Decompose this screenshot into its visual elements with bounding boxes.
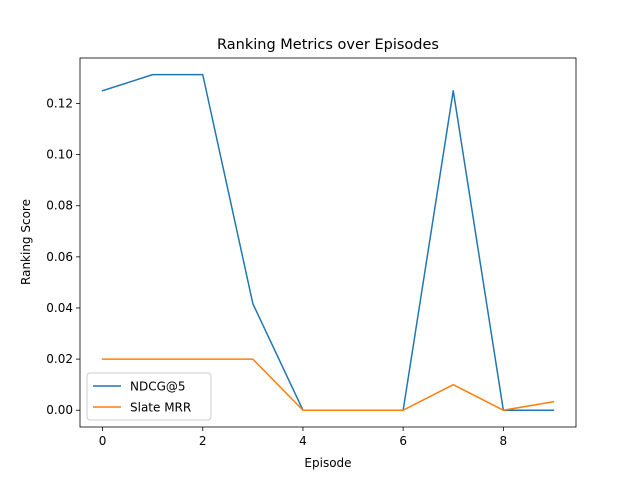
x-axis-label: Episode <box>304 456 351 470</box>
legend-entry: Slate MRR <box>130 401 191 415</box>
y-tick-label: 0.02 <box>46 352 73 366</box>
axes-frame <box>79 57 577 428</box>
plot-area <box>79 57 577 428</box>
x-tick-label: 2 <box>199 434 207 448</box>
series-line-slate-mrr <box>101 358 555 411</box>
y-axis-label: Ranking Score <box>19 199 33 285</box>
y-tick-label: 0.08 <box>46 199 73 213</box>
y-tick-label: 0.06 <box>46 250 73 264</box>
legend-entry: NDCG@5 <box>130 380 186 394</box>
legend: NDCG@5 Slate MRR <box>86 372 212 421</box>
chart-title: Ranking Metrics over Episodes <box>217 37 439 53</box>
legend-box <box>86 372 212 421</box>
y-tick-label: 0.12 <box>46 96 73 110</box>
y-tick-label: 0.10 <box>46 148 73 162</box>
y-tick-label: 0.00 <box>46 403 73 417</box>
x-tick-label: 6 <box>399 434 407 448</box>
y-tick-label: 0.04 <box>46 301 73 315</box>
axis-ticks: 0 2 4 6 8 0.00 0.02 0.04 0.06 0.08 0.10 0.12 <box>46 96 507 448</box>
x-tick-label: 8 <box>500 434 508 448</box>
x-tick-label: 0 <box>99 434 107 448</box>
x-tick-label: 4 <box>299 434 307 448</box>
